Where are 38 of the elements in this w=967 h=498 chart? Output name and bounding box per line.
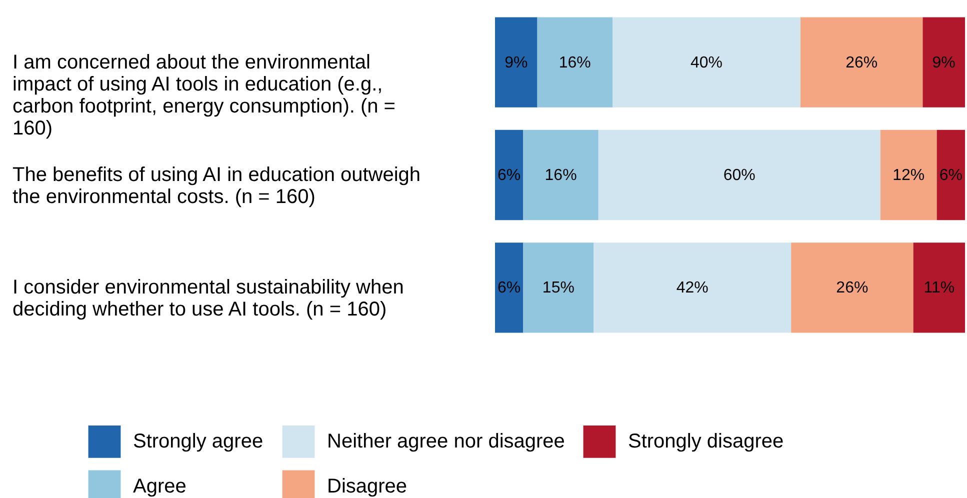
data-label: 6% [498,280,521,297]
y-tick-label: I am concerned about the environmental impact of using AI tools in education (e.g., carbon footprint, energy consumption). (n = 160) [12,51,396,140]
data-label: 60% [723,167,756,184]
data-label: 16% [558,54,591,72]
data-label: 40% [690,54,723,72]
data-label: 42% [676,280,708,297]
legend-label: Strongly agree [133,430,264,453]
bar [495,17,538,108]
bar [495,242,524,333]
data-label: 6% [498,167,521,184]
data-label: 9% [504,54,528,72]
y-tick-label: I consider environmental sustainability when deciding whether to use AI tools. (n = 160) [12,276,404,321]
bar [495,130,524,220]
y-tick-label: The benefits of using AI in education outweigh the environmental costs. (n = 160) [12,164,421,208]
legend-label: Agree [133,476,186,498]
bar [922,17,965,108]
legend-label: Disagree [327,476,408,498]
bar [800,17,923,108]
data-label: 16% [544,167,577,184]
legend-label: Neither agree nor disagree [327,430,565,453]
data-label: 6% [939,167,962,184]
bar [913,242,965,333]
bar [523,242,594,333]
bar [537,17,612,108]
bar [523,130,598,220]
data-label: 15% [542,280,574,297]
bar [594,242,792,333]
bar [791,242,914,333]
bar [612,17,800,108]
data-label: 9% [932,54,956,72]
legend-label: Strongly disagree [628,430,784,453]
bar [598,130,880,220]
data-label: 12% [892,167,925,184]
data-label: 11% [924,280,955,297]
bar [880,130,937,220]
bar [936,130,965,220]
data-label: 26% [836,280,868,297]
data-label: 26% [846,54,878,72]
